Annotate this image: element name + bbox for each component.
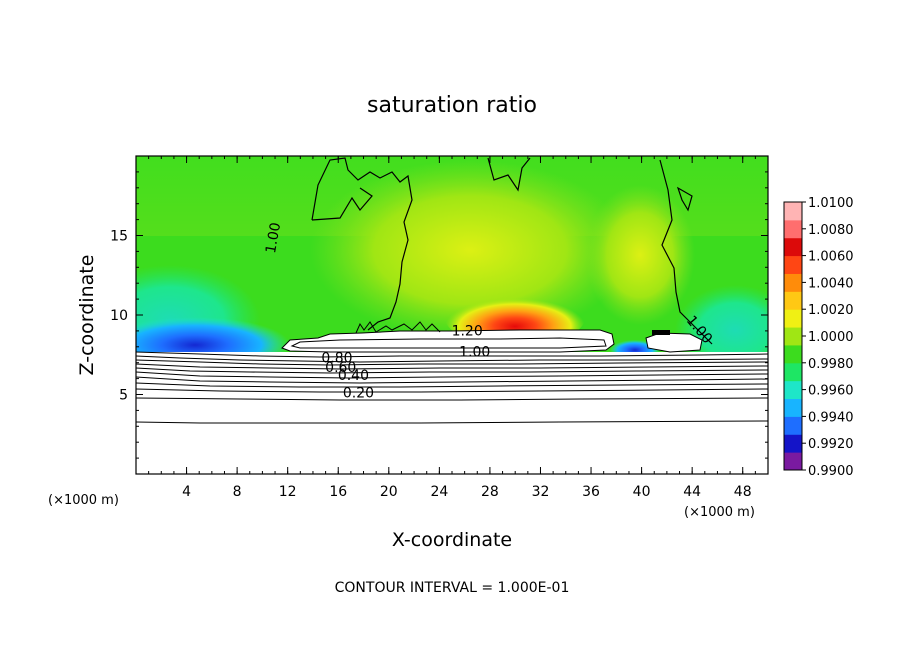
x-tick-label: 16 bbox=[329, 484, 347, 500]
x-tick-label: 24 bbox=[430, 484, 448, 500]
cloud-patch-main bbox=[281, 329, 615, 353]
x-tick-label: 32 bbox=[532, 484, 550, 500]
colorbar-label: 0.9960 bbox=[808, 384, 854, 399]
colorbar-label: 0.9900 bbox=[808, 464, 854, 479]
y-axis-title: Z-coordinate bbox=[76, 255, 98, 376]
colorbar-swatch bbox=[784, 362, 802, 382]
colorbar-swatch bbox=[784, 452, 802, 471]
colorbar-swatch bbox=[784, 255, 802, 274]
contour-label: 0.40 bbox=[338, 368, 369, 384]
colorbar-label: 1.0080 bbox=[808, 223, 854, 238]
chart-title: saturation ratio bbox=[367, 93, 537, 118]
x-unit-label-left: (×1000 m) bbox=[48, 493, 119, 508]
contour-label: 0.80 bbox=[321, 351, 352, 367]
contour-line-1-00-inner bbox=[311, 187, 373, 221]
colorbar-label: 1.0100 bbox=[808, 196, 854, 211]
x-tick-label: 12 bbox=[279, 484, 297, 500]
colorbar-swatch bbox=[784, 202, 802, 221]
x-tick-label: 44 bbox=[683, 484, 701, 500]
y-tick-label: 15 bbox=[110, 229, 128, 245]
colorbar-swatch bbox=[784, 273, 802, 292]
x-tick-label: 8 bbox=[233, 484, 242, 500]
contour-label: 1.20 bbox=[452, 324, 483, 340]
cloud-patch-inner bbox=[290, 337, 607, 349]
field-yellow-region-right bbox=[585, 185, 695, 325]
contour-label: 0.20 bbox=[343, 386, 374, 402]
x-tick-label: 28 bbox=[481, 484, 499, 500]
plot-area bbox=[136, 156, 768, 474]
x-axis: 4 8 12 16 20 24 28 32 36 40 44 48 bbox=[148, 156, 756, 500]
contour-interval-note: CONTOUR INTERVAL = 1.000E-01 bbox=[335, 580, 570, 596]
colorbar-label: 1.0000 bbox=[808, 330, 854, 345]
contour-line-1-00-top bbox=[487, 157, 531, 192]
x-tick-label: 4 bbox=[182, 484, 191, 500]
x-unit-label-right: (×1000 m) bbox=[684, 505, 755, 520]
contour-band bbox=[136, 351, 768, 424]
contour-label: 1.00 bbox=[459, 344, 490, 360]
colorbar-swatch bbox=[784, 291, 802, 310]
x-tick-label: 40 bbox=[633, 484, 651, 500]
colorbar-label: 1.0060 bbox=[808, 250, 854, 265]
y-tick-label: 10 bbox=[110, 308, 128, 324]
contour-line-1-00-right-b bbox=[676, 186, 693, 212]
colorbar-swatch bbox=[784, 416, 802, 435]
colorbar-swatch bbox=[784, 380, 802, 400]
colorbar-label: 0.9940 bbox=[808, 410, 854, 425]
x-tick-label: 48 bbox=[734, 484, 752, 500]
colorbar-swatch bbox=[784, 309, 802, 328]
contour-line-1-00-right bbox=[659, 159, 713, 345]
y-tick-label: 5 bbox=[119, 388, 128, 404]
x-axis-title: X-coordinate bbox=[392, 529, 512, 551]
contour-label: 1.00 bbox=[263, 221, 284, 254]
colorbar bbox=[783, 201, 803, 471]
x-tick-label: 20 bbox=[380, 484, 398, 500]
colorbar-labels: 1.0100 1.0080 1.0060 1.0040 1.0020 1.0000 0.99… bbox=[802, 196, 854, 479]
colorbar-swatch bbox=[784, 237, 802, 257]
colorbar-label: 1.0020 bbox=[808, 303, 854, 318]
colorbar-swatch bbox=[784, 219, 802, 239]
colorbar-swatch bbox=[784, 398, 802, 417]
colorbar-swatch bbox=[784, 327, 802, 346]
colorbar-label: 0.9980 bbox=[808, 357, 854, 372]
colorbar-label: 0.9920 bbox=[808, 437, 854, 452]
cloud-dark-mark bbox=[652, 330, 670, 335]
contour-line-jagged bbox=[355, 321, 441, 334]
colorbar-swatch bbox=[784, 344, 802, 364]
colorbar-swatch bbox=[784, 434, 802, 453]
colorbar-label: 1.0040 bbox=[808, 276, 854, 291]
contour-line-1-00-left bbox=[311, 157, 413, 331]
contour-label: 0.60 bbox=[325, 360, 356, 376]
y-axis: 5 10 15 bbox=[110, 171, 768, 459]
x-tick-label: 36 bbox=[582, 484, 600, 500]
